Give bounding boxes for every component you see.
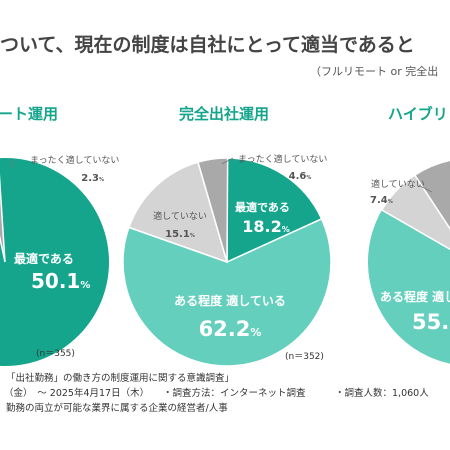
footer-method: ・調査方法：インターネット調査 xyxy=(163,388,306,399)
center-value-optimal: 18.2% xyxy=(242,217,290,236)
center-label-not-suitable: 適していない xyxy=(153,210,207,222)
right-value-not-suitable-number: 7.4 xyxy=(370,195,388,206)
right-value-not-suitable: 7.4% xyxy=(370,195,393,206)
footer-count: ・調査人数：1,060人 xyxy=(335,388,429,399)
footer-target: 勤務の両立が可能な業界に属する企業の経営者/人事 xyxy=(6,403,228,414)
center-label-somewhat: ある程度 適している xyxy=(174,293,286,308)
footer-period: （金） ～ 2025年4月17日（木） xyxy=(4,388,150,399)
right-slice-not-at-all xyxy=(413,159,450,230)
right-value-somewhat-number: 55.0 xyxy=(412,310,450,334)
center-value-optimal-number: 18.2 xyxy=(242,217,281,236)
left-label-not-at-all: まったく適していない xyxy=(30,154,119,166)
right-value-somewhat: 55.0% xyxy=(412,310,450,334)
center-value-not-at-all-number: 4.6 xyxy=(289,171,307,182)
center-value-not-suitable: 15.1% xyxy=(165,229,195,240)
left-pie-base xyxy=(0,158,109,366)
center-value-not-at-all: 4.6% xyxy=(289,171,312,182)
center-leader-line xyxy=(221,157,234,165)
center-chart-title: 完全出社運用 xyxy=(179,105,269,123)
center-value-somewhat: 62.2% xyxy=(199,317,262,341)
center-slice-not-at-all xyxy=(197,157,229,263)
center-label-optimal: 最適である xyxy=(235,200,290,214)
right-label-not-suitable: 適していない xyxy=(371,178,425,190)
left-value-not-at-all: 2.3% xyxy=(81,173,104,184)
page-title: ついて、現在の制度は自社にとって適当であると xyxy=(0,34,415,56)
footer-survey-title: 「出社勤務」の働き方の制度運用に関する意識調査」 xyxy=(6,373,235,384)
left-value-optimal-number: 50.1 xyxy=(31,269,80,293)
right-chart-title: ハイブリ xyxy=(388,105,448,123)
left-n-label: (n＝355) xyxy=(36,349,75,359)
center-slice-optimal xyxy=(226,157,323,264)
left-label-optimal: 最適である xyxy=(14,251,74,266)
center-label-not-at-all: まったく適していない xyxy=(238,153,327,165)
left-value-optimal: 50.1% xyxy=(31,269,90,293)
right-label-somewhat: ある程度 適し xyxy=(380,289,450,304)
center-slice-somewhat xyxy=(122,217,332,367)
center-value-not-suitable-number: 15.1 xyxy=(165,229,190,240)
center-n-label: (n＝352) xyxy=(285,352,324,362)
left-chart-title: ート運用 xyxy=(0,105,58,123)
left-slice-not-at-all xyxy=(0,173,6,263)
center-value-somewhat-number: 62.2 xyxy=(199,317,251,341)
left-value-not-at-all-number: 2.3 xyxy=(81,173,99,184)
page-subtitle: （フルリモート or 完全出 xyxy=(310,65,439,78)
right-leader-line xyxy=(419,185,433,193)
center-slice-not-suitable xyxy=(127,161,229,264)
